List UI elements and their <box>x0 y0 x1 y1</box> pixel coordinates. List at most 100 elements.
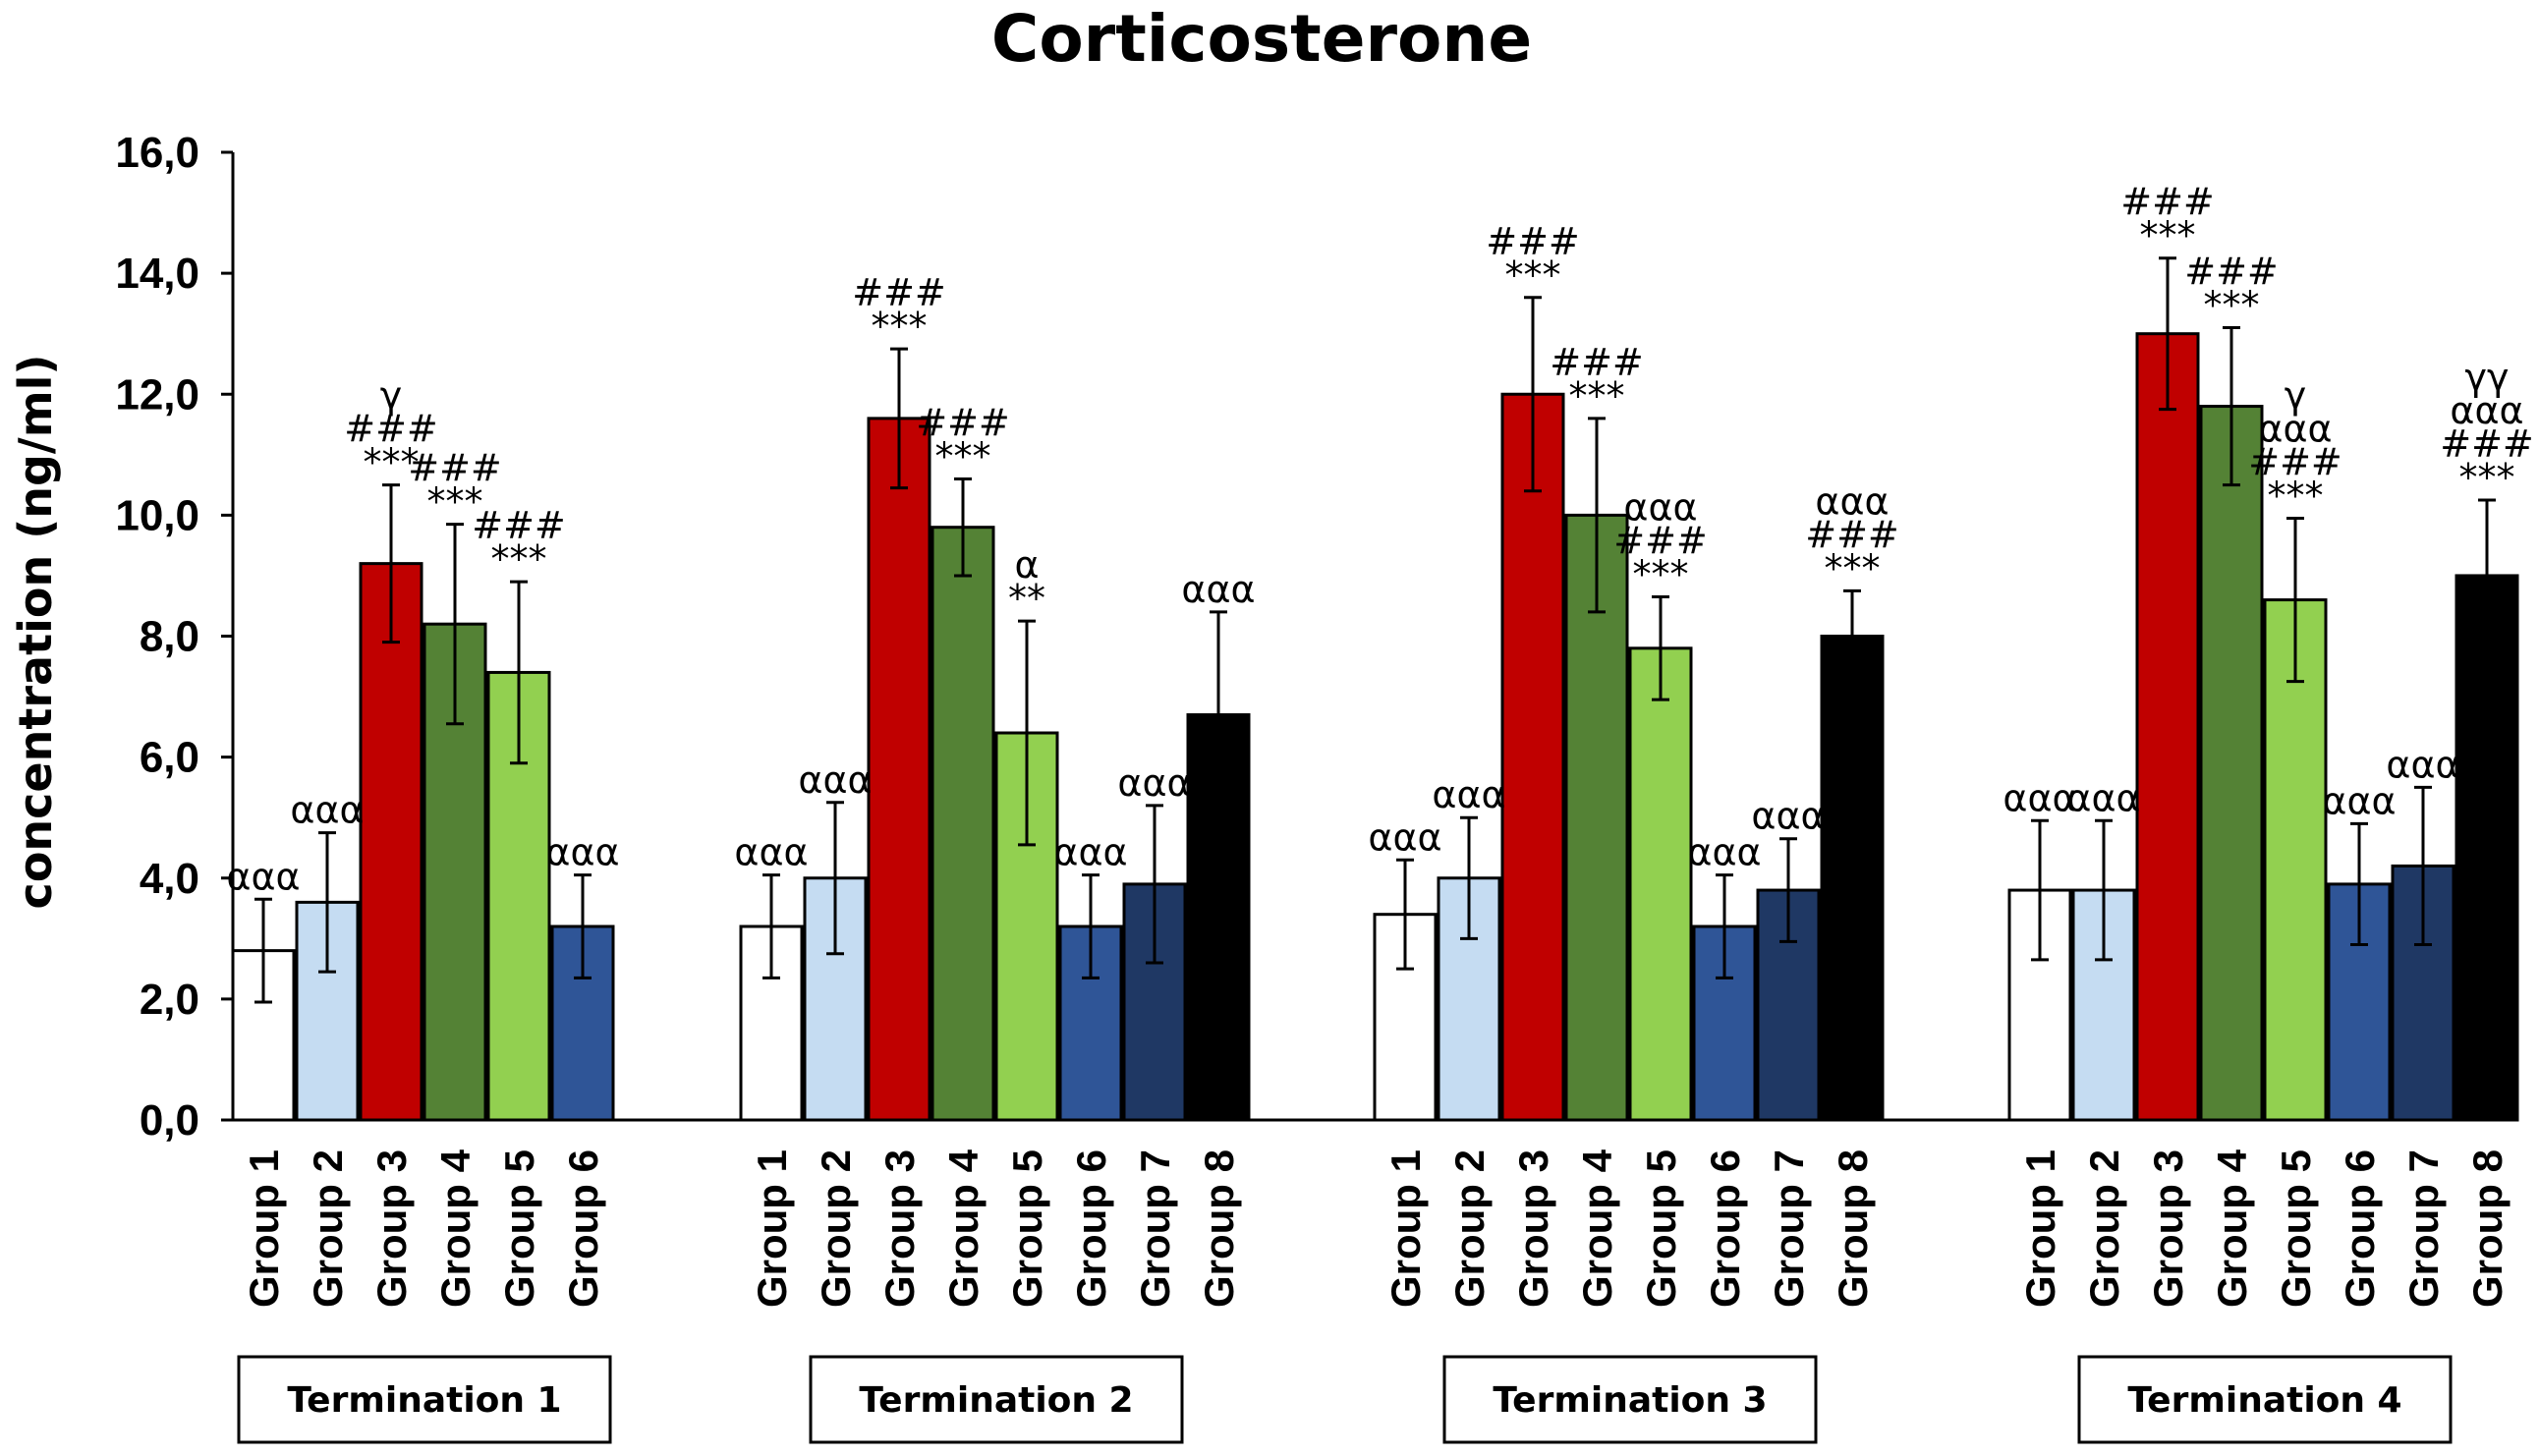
x-tick-label: Group 2 <box>305 1149 351 1308</box>
x-tick-label: Group 4 <box>432 1148 479 1308</box>
x-tick-label: Group 2 <box>1446 1149 1493 1308</box>
bar-3-group-1 <box>1373 913 1438 1122</box>
x-tick-label: Group 6 <box>2337 1149 2383 1308</box>
x-tick-label: Group 5 <box>496 1149 542 1308</box>
termination-label: Termination 3 <box>1493 1380 1767 1421</box>
y-tick-label: 0,0 <box>140 1096 199 1145</box>
termination-label: Termination 2 <box>859 1380 1133 1421</box>
significance-label: *** <box>2140 214 2196 257</box>
y-tick-label: 2,0 <box>140 976 199 1024</box>
termination-box <box>237 1355 612 1444</box>
y-tick-label: 12,0 <box>115 370 199 419</box>
x-tick-label: Group 6 <box>1702 1149 1748 1308</box>
significance-label: *** <box>872 305 928 348</box>
x-tick-label: Group 5 <box>2273 1149 2319 1308</box>
significance-label: *** <box>427 480 483 524</box>
bar-3-group-3 <box>1500 392 1565 1122</box>
x-tick-label: Group 1 <box>241 1149 287 1308</box>
significance-label: ### <box>1613 519 1708 562</box>
significance-label: *** <box>1825 546 1881 589</box>
significance-label: ααα <box>1751 795 1825 838</box>
significance-label: ααα <box>1623 485 1697 529</box>
significance-label: ### <box>408 447 502 490</box>
significance-label: *** <box>2204 284 2260 327</box>
termination-label: Termination 1 <box>287 1380 561 1421</box>
significance-label: ααα <box>2322 779 2396 822</box>
x-tick-label: Group 8 <box>1196 1149 1242 1308</box>
x-tick-label: Group 6 <box>1068 1149 1114 1308</box>
x-tick-label: Group 4 <box>940 1148 987 1308</box>
significance-label: ### <box>1805 513 1899 556</box>
x-tick-label: Group 3 <box>2145 1149 2191 1308</box>
x-tick-label: Group 7 <box>1132 1149 1178 1308</box>
x-tick-label: Group 1 <box>749 1149 795 1308</box>
termination-box <box>809 1355 1184 1444</box>
significance-label: ### <box>2440 422 2534 466</box>
x-tick-label: Group 3 <box>368 1149 415 1308</box>
significance-label: ** <box>1008 577 1045 620</box>
significance-label: ### <box>2248 440 2342 483</box>
y-tick-label: 6,0 <box>140 734 199 782</box>
significance-label: ### <box>2184 251 2279 294</box>
significance-label: *** <box>935 434 991 477</box>
bar-2-group-3 <box>867 417 931 1122</box>
x-tick-label: Group 4 <box>2209 1148 2255 1308</box>
y-tick-label: 4,0 <box>140 855 199 903</box>
significance-label: ααα <box>2258 407 2332 450</box>
y-tick-label: 14,0 <box>115 250 199 298</box>
x-axis-ticks: Group 1 Group 2 Group 3 Group 4 Group 5 Group… <box>241 1148 2511 1308</box>
termination-box <box>1442 1355 1818 1444</box>
y-tick-label: 10,0 <box>115 491 199 539</box>
significance-label: *** <box>1569 374 1625 418</box>
bar-3-group-5 <box>1628 646 1693 1122</box>
x-tick-label: Group 6 <box>560 1149 606 1308</box>
significance-label: ααα <box>226 855 300 898</box>
significance-label: γγ <box>2465 356 2510 399</box>
bar-1-group-3 <box>359 562 423 1122</box>
bar-2-group-4 <box>931 526 995 1122</box>
significance-label: ### <box>472 504 566 547</box>
x-tick-label: Group 3 <box>876 1149 923 1308</box>
significance-label: α <box>1014 543 1039 587</box>
x-tick-label: Group 7 <box>2400 1149 2447 1308</box>
bar-3-group-8 <box>1820 635 1885 1122</box>
significance-label: *** <box>364 441 420 484</box>
bar-4-group-3 <box>2135 332 2200 1122</box>
bar-3-group-4 <box>1564 513 1629 1122</box>
significance-label: *** <box>491 537 547 581</box>
bars-layer <box>231 332 2519 1122</box>
significance-label: ### <box>1486 220 1580 263</box>
significance-label: ααα <box>545 831 619 874</box>
significance-label: *** <box>1505 253 1561 297</box>
significance-label: ααα <box>2003 776 2076 819</box>
significance-label: *** <box>2459 456 2515 499</box>
y-axis-ticks: 0,0 2,0 4,0 6,0 8,0 10,0 12,0 14,0 16,0 <box>115 129 233 1145</box>
x-tick-label: Group 5 <box>1004 1149 1050 1308</box>
y-axis-label: concentration (ng/ml) <box>9 355 62 910</box>
significance-label: ααα <box>1815 479 1889 523</box>
y-tick-label: 16,0 <box>115 129 199 177</box>
error-bars-layer <box>254 256 2496 1004</box>
x-tick-label: Group 1 <box>2017 1149 2063 1308</box>
significance-label: ### <box>344 408 438 451</box>
bar-4-group-8 <box>2454 574 2519 1122</box>
significance-label: ααα <box>290 789 364 832</box>
x-tick-label: Group 8 <box>1830 1149 1876 1308</box>
significance-label: ααα <box>2386 743 2459 786</box>
significance-label: ααα <box>1432 773 1505 816</box>
significance-label: ααα <box>1053 831 1127 874</box>
chart-title: Corticosterone <box>991 1 1532 77</box>
significance-label: *** <box>1633 552 1689 595</box>
x-tick-label: Group 8 <box>2464 1149 2511 1308</box>
x-tick-label: Group 3 <box>1510 1149 1556 1308</box>
significance-label: ### <box>1550 341 1644 384</box>
x-tick-label: Group 4 <box>1574 1148 1620 1308</box>
significance-label: ααα <box>734 831 808 874</box>
significance-label: ααα <box>2066 776 2140 819</box>
significance-label: γ <box>2285 373 2307 417</box>
significance-label: ααα <box>1117 761 1191 805</box>
x-tick-label: Group 5 <box>1638 1149 1684 1308</box>
significance-label: ### <box>2120 181 2215 224</box>
x-tick-label: Group 7 <box>1766 1149 1812 1308</box>
significance-label: ααα <box>1687 831 1761 874</box>
